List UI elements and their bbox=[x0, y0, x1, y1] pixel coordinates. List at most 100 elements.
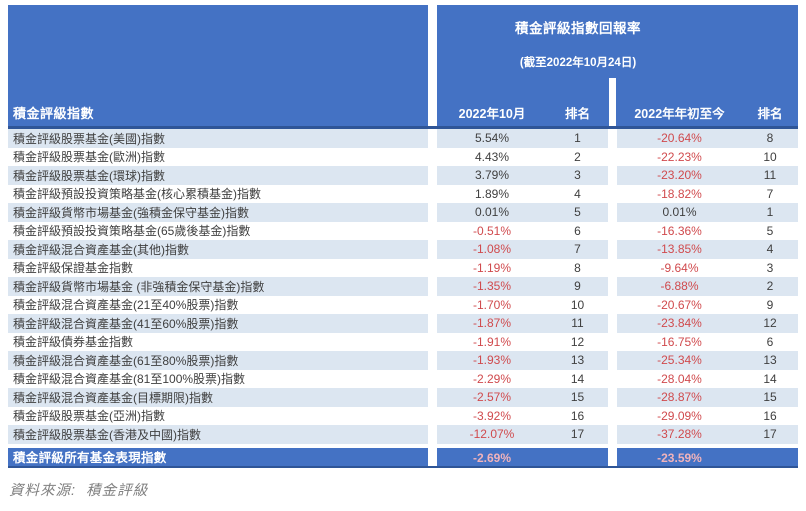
table-row: 積金評級混合資產基金(其他)指數 -1.08% 7 -13.85% 4 bbox=[8, 240, 798, 259]
october-rank-cell: 9 bbox=[547, 277, 608, 296]
october-return-cell: -3.92% bbox=[472, 408, 512, 423]
column-gap bbox=[608, 203, 617, 222]
column-gap bbox=[428, 351, 437, 370]
ytd-rank-cell: 16 bbox=[763, 408, 777, 423]
column-gap bbox=[608, 147, 617, 166]
fund-index-name: 積金評級股票基金(歐洲)指數 bbox=[13, 150, 165, 165]
column-gap bbox=[428, 406, 437, 425]
fund-index-name: 積金評級股票基金(香港及中國)指數 bbox=[8, 425, 428, 444]
table-row: 積金評級貨幣市場基金(強積金保守基金)指數 0.01% 5 0.01% 1 bbox=[8, 203, 798, 222]
column-header-rank-october: 排名 bbox=[564, 107, 590, 121]
summary-row: 積金評級所有基金表現指數 -2.69% -23.59% bbox=[8, 447, 798, 468]
ytd-rank-cell: 5 bbox=[766, 223, 774, 238]
ytd-return-cell: -22.23% bbox=[657, 149, 702, 164]
october-rank-cell: 16 bbox=[570, 408, 585, 423]
fund-index-name: 積金評級預設投資策略基金(核心累積基金)指數 bbox=[13, 187, 261, 202]
ytd-return-cell: -16.75% bbox=[657, 334, 702, 349]
fund-index-name: 積金評級股票基金(亞洲)指數 bbox=[13, 409, 165, 424]
october-return-cell: -0.51% bbox=[472, 223, 512, 238]
table-row: 積金評級混合資產基金(21至40%股票)指數 -1.70% 10 -20.67% 9 bbox=[8, 295, 798, 314]
index-column-label: 積金評級指數 bbox=[13, 106, 95, 121]
fund-index-name: 積金評級貨幣市場基金 (非強積金保守基金)指數 bbox=[8, 277, 428, 296]
table-body: 積金評級股票基金(美國)指數 5.54% 1 -20.64% 8 積金評級股票基金(歐洲)… bbox=[8, 129, 798, 444]
mpf-index-table: 積金評級指數 積金評級指數回報率 (截至2022年10月24日) 2022年10… bbox=[8, 5, 798, 468]
october-rank-cell: 2 bbox=[574, 149, 581, 164]
october-rank-cell: 1 bbox=[547, 129, 608, 148]
october-return-cell: -2.29% bbox=[472, 371, 512, 386]
ytd-return-cell: -28.04% bbox=[657, 371, 702, 386]
fund-index-name: 積金評級保證基金指數 bbox=[13, 261, 134, 276]
ytd-return-cell: -16.36% bbox=[657, 223, 702, 238]
ytd-return-cell: -20.64% bbox=[617, 129, 742, 148]
fund-index-name: 積金評級股票基金(美國)指數 bbox=[8, 129, 428, 148]
october-rank-cell: 6 bbox=[574, 223, 581, 238]
table-row: 積金評級混合資產基金(61至80%股票)指數 -1.93% 13 -25.34% 13 bbox=[8, 351, 798, 370]
october-rank-cell: 14 bbox=[570, 371, 585, 386]
october-return-cell: -1.93% bbox=[437, 351, 547, 370]
returns-header-block: 積金評級指數回報率 (截至2022年10月24日) 2022年10月 排名 20… bbox=[437, 5, 798, 126]
fund-index-name: 積金評級混合資產基金(其他)指數 bbox=[8, 240, 428, 259]
column-gap bbox=[608, 295, 617, 314]
table-row: 積金評級保證基金指數 -1.19% 8 -9.64% 3 bbox=[8, 258, 798, 277]
summary-ytd-return: -23.59% bbox=[617, 447, 742, 466]
fund-index-name: 積金評級混合資產基金(目標期限)指數 bbox=[8, 388, 428, 407]
ytd-rank-cell: 15 bbox=[742, 388, 798, 407]
october-return-cell: 4.43% bbox=[474, 149, 510, 164]
october-return-cell: -2.57% bbox=[437, 388, 547, 407]
october-return-cell: 5.54% bbox=[437, 129, 547, 148]
october-rank-cell: 17 bbox=[547, 425, 608, 444]
october-return-cell: -1.19% bbox=[472, 260, 512, 275]
table-row: 積金評級混合資產基金(41至60%股票)指數 -1.87% 11 -23.84% 12 bbox=[8, 314, 798, 333]
october-return-cell: -1.08% bbox=[437, 240, 547, 259]
ytd-return-cell: -23.84% bbox=[617, 314, 742, 333]
ytd-return-cell: 0.01% bbox=[617, 203, 742, 222]
column-gap bbox=[608, 129, 617, 148]
column-gap bbox=[428, 388, 437, 407]
october-rank-cell: 3 bbox=[547, 166, 608, 185]
column-gap bbox=[608, 332, 617, 351]
october-return-cell: 1.89% bbox=[474, 186, 510, 201]
table-row: 積金評級貨幣市場基金 (非強積金保守基金)指數 -1.35% 9 -6.88% 2 bbox=[8, 277, 798, 296]
table-row: 積金評級混合資產基金(81至100%股票)指數 -2.29% 14 -28.04% 14 bbox=[8, 369, 798, 388]
column-gap bbox=[428, 240, 437, 259]
table-row: 積金評級股票基金(美國)指數 5.54% 1 -20.64% 8 bbox=[8, 129, 798, 148]
october-return-cell: -1.70% bbox=[472, 297, 512, 312]
ytd-return-cell: -25.34% bbox=[617, 351, 742, 370]
ytd-return-cell: -37.28% bbox=[617, 425, 742, 444]
fund-index-name: 積金評級混合資產基金(21至40%股票)指數 bbox=[13, 298, 239, 313]
column-gap bbox=[608, 425, 617, 444]
fund-index-name: 積金評級混合資產基金(81至100%股票)指數 bbox=[13, 372, 246, 387]
ytd-rank-cell: 3 bbox=[766, 260, 774, 275]
summary-rank-ytd-empty bbox=[742, 447, 798, 466]
table-row: 積金評級股票基金(歐洲)指數 4.43% 2 -22.23% 10 bbox=[8, 147, 798, 166]
column-gap bbox=[428, 166, 437, 185]
column-gap bbox=[428, 184, 437, 203]
column-gap bbox=[608, 447, 617, 466]
column-gap bbox=[428, 203, 437, 222]
october-rank-cell: 15 bbox=[547, 388, 608, 407]
column-gap bbox=[428, 277, 437, 296]
column-gap bbox=[428, 221, 437, 240]
table-row: 積金評級混合資產基金(目標期限)指數 -2.57% 15 -28.87% 15 bbox=[8, 388, 798, 407]
october-return-cell: -1.87% bbox=[437, 314, 547, 333]
october-rank-cell: 11 bbox=[547, 314, 608, 333]
october-rank-cell: 10 bbox=[570, 297, 585, 312]
ytd-rank-cell: 8 bbox=[742, 129, 798, 148]
column-gap bbox=[428, 147, 437, 166]
table-row: 積金評級股票基金(亞洲)指數 -3.92% 16 -29.09% 16 bbox=[8, 406, 798, 425]
october-return-cell: 3.79% bbox=[437, 166, 547, 185]
column-header-ytd: 2022年年初至今 bbox=[634, 107, 725, 121]
october-return-cell: -1.91% bbox=[472, 334, 512, 349]
table-row: 積金評級股票基金(環球)指數 3.79% 3 -23.20% 11 bbox=[8, 166, 798, 185]
column-gap bbox=[608, 351, 617, 370]
table-row: 積金評級股票基金(香港及中國)指數 -12.07% 17 -37.28% 17 bbox=[8, 425, 798, 444]
ytd-rank-cell: 9 bbox=[766, 297, 774, 312]
ytd-rank-cell: 1 bbox=[742, 203, 798, 222]
column-gap bbox=[608, 184, 617, 203]
column-gap bbox=[608, 258, 617, 277]
october-rank-cell: 4 bbox=[574, 186, 581, 201]
table-row: 積金評級預設投資策略基金(65歲後基金)指數 -0.51% 6 -16.36% 5 bbox=[8, 221, 798, 240]
table-row: 積金評級預設投資策略基金(核心累積基金)指數 1.89% 4 -18.82% 7 bbox=[8, 184, 798, 203]
october-rank-cell: 12 bbox=[570, 334, 585, 349]
fund-index-name: 積金評級股票基金(環球)指數 bbox=[8, 166, 428, 185]
